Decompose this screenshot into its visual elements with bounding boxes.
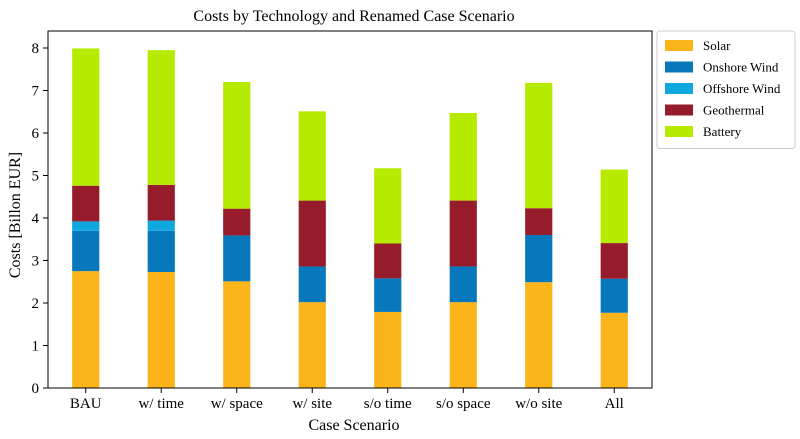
y-axis-label: Costs [Billon EUR]	[7, 152, 24, 278]
chart-title: Costs by Technology and Renamed Case Sce…	[193, 8, 514, 25]
bar-segment-battery-3	[298, 111, 326, 201]
bar-segment-solar-0	[72, 271, 100, 389]
bar-segment-solar-5	[449, 302, 477, 388]
bar-segment-battery-0	[72, 48, 100, 186]
bar-segment-geothermal-5	[449, 200, 477, 267]
legend-box	[656, 30, 796, 149]
legend-swatch-geothermal	[665, 104, 693, 116]
bar-segment-offshore-wind-1	[147, 220, 175, 231]
bar-segment-onshore-wind-4	[374, 278, 402, 312]
y-tick-label: 8	[32, 41, 40, 57]
bar-segment-onshore-wind-3	[298, 266, 326, 303]
bar-segment-battery-2	[223, 82, 251, 209]
bar-segment-geothermal-6	[525, 208, 553, 235]
y-tick-label: 3	[32, 254, 40, 270]
y-tick-label: 7	[32, 84, 40, 100]
legend-label: Battery	[703, 124, 742, 139]
legend-swatch-offshore-wind	[665, 83, 693, 94]
x-axis-label: Case Scenario	[308, 417, 399, 434]
bar-segment-onshore-wind-0	[72, 230, 100, 272]
legend-swatch-battery	[665, 126, 693, 137]
legend-label: Offshore Wind	[703, 81, 781, 96]
x-tick-label: BAU	[70, 396, 102, 412]
bar-segment-onshore-wind-2	[223, 235, 251, 282]
legend-swatch-solar	[665, 40, 693, 51]
bar-segment-geothermal-0	[72, 185, 100, 222]
y-tick-label: 2	[32, 296, 40, 312]
y-tick-label: 0	[32, 381, 40, 397]
bar-segment-onshore-wind-5	[449, 266, 477, 303]
bar-segment-solar-2	[223, 281, 251, 388]
x-tick-label: w/ time	[139, 396, 185, 412]
x-tick-label: All	[605, 396, 624, 412]
x-tick-label: w/ space	[211, 396, 263, 412]
plot-frame	[47, 30, 653, 389]
bar-segment-battery-7	[600, 169, 628, 244]
bar-segment-solar-4	[374, 311, 402, 388]
bar-segment-onshore-wind-1	[147, 230, 175, 272]
bars-layer	[72, 48, 628, 389]
legend-label: Solar	[703, 38, 731, 53]
bar-segment-onshore-wind-7	[600, 278, 628, 313]
bar-segment-offshore-wind-0	[72, 221, 100, 231]
bar-segment-solar-7	[600, 312, 628, 388]
legend-label: Onshore Wind	[703, 60, 779, 75]
bar-segment-geothermal-1	[147, 184, 175, 221]
bar-segment-geothermal-2	[223, 208, 251, 236]
bar-segment-battery-6	[525, 82, 553, 209]
bar-segment-onshore-wind-6	[525, 235, 553, 283]
x-tick-label: s/o time	[364, 396, 412, 412]
bar-segment-solar-6	[525, 282, 553, 388]
y-tick-label: 4	[32, 211, 40, 227]
x-tick-label: w/o site	[515, 396, 562, 412]
legend-label: Geothermal	[703, 103, 765, 118]
bar-segment-geothermal-7	[600, 243, 628, 279]
y-tick-label: 5	[32, 169, 40, 185]
bar-segment-battery-5	[449, 113, 477, 201]
bar-segment-solar-3	[298, 302, 326, 388]
legend: Solar Onshore Wind Offshore Wind Geothermal…	[656, 30, 796, 149]
bar-segment-geothermal-4	[374, 243, 402, 279]
axes-layer: 0 1 2 3 4 5 6 7 8 BAU w/ time w/ space w/ site s/o ti…	[32, 30, 653, 412]
y-tick-label: 1	[32, 339, 40, 355]
x-tick-label: w/ site	[292, 396, 332, 412]
bar-segment-battery-4	[374, 168, 402, 244]
legend-swatch-onshore-wind	[665, 61, 693, 73]
bar-segment-solar-1	[147, 271, 175, 388]
x-tick-label: s/o space	[436, 396, 491, 412]
y-tick-label: 6	[32, 126, 40, 142]
bar-segment-geothermal-3	[298, 200, 326, 267]
bar-segment-battery-1	[147, 50, 175, 185]
